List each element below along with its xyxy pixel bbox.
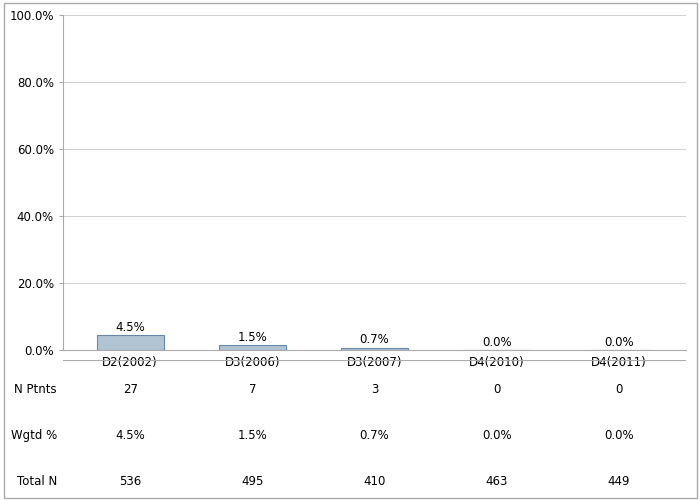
Text: 463: 463	[486, 475, 508, 488]
Text: N Ptnts: N Ptnts	[14, 383, 57, 396]
Text: 0.7%: 0.7%	[360, 334, 389, 346]
Text: 4.5%: 4.5%	[116, 320, 145, 334]
Text: 1.5%: 1.5%	[237, 330, 267, 344]
Text: 536: 536	[119, 475, 141, 488]
Text: 1.5%: 1.5%	[237, 429, 267, 442]
Text: Wgtd %: Wgtd %	[10, 429, 57, 442]
Text: 0.0%: 0.0%	[604, 336, 634, 348]
Text: 0: 0	[615, 383, 622, 396]
Text: Total N: Total N	[17, 475, 57, 488]
Text: 0.7%: 0.7%	[360, 429, 389, 442]
Text: 0.0%: 0.0%	[604, 429, 634, 442]
Text: 0: 0	[493, 383, 500, 396]
Text: 4.5%: 4.5%	[116, 429, 145, 442]
Bar	[97, 335, 164, 350]
Text: 410: 410	[363, 475, 386, 488]
Text: 7: 7	[248, 383, 256, 396]
Text: 0.0%: 0.0%	[482, 429, 512, 442]
Text: 3: 3	[371, 383, 378, 396]
Bar	[341, 348, 408, 350]
Text: 449: 449	[608, 475, 630, 488]
Text: 27: 27	[122, 383, 138, 396]
Text: 0.0%: 0.0%	[482, 336, 512, 348]
Text: 495: 495	[241, 475, 263, 488]
Bar	[218, 345, 286, 350]
